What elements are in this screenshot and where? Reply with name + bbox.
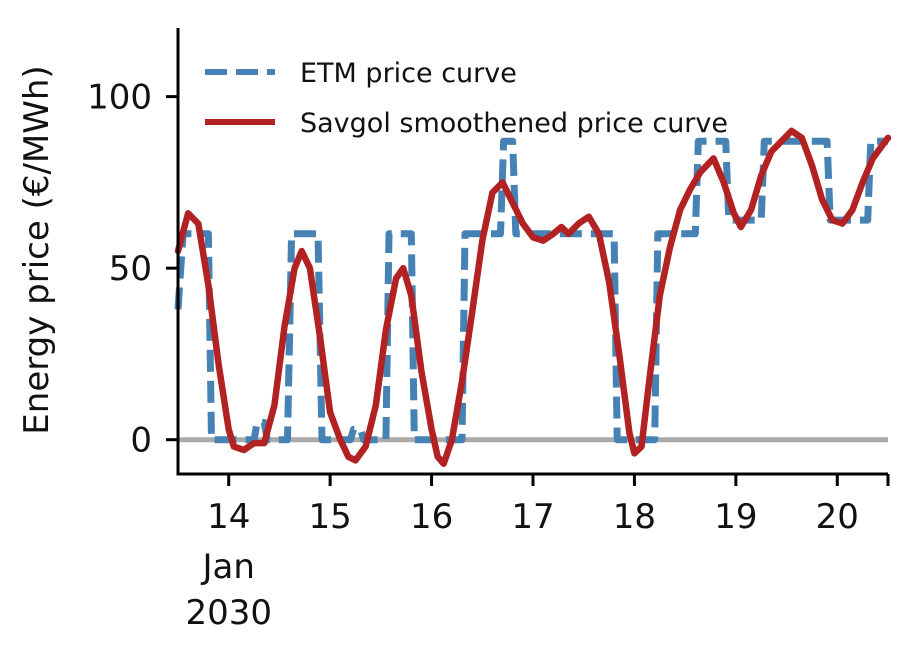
series-layer	[174, 127, 892, 467]
x-tick-label: 20	[816, 497, 859, 537]
legend: ETM price curve Savgol smoothened price …	[205, 58, 728, 139]
y-tick-label: 0	[130, 421, 152, 461]
series-line-etm	[174, 137, 888, 444]
axes-layer: 0 50 100 14 15 16 17 18 19 20 Jan 2030	[87, 28, 890, 633]
legend-label-etm: ETM price curve	[300, 58, 517, 89]
legend-label-savgol: Savgol smoothened price curve	[300, 108, 728, 139]
x-tick-month-label: Jan	[201, 547, 255, 587]
x-tick-label: 14	[207, 497, 250, 537]
x-tick-label: 19	[714, 497, 757, 537]
x-tick-year-label: 2030	[185, 593, 272, 633]
y-axis-title: Energy price (€/MWh)	[17, 65, 57, 434]
y-tick-label: 50	[109, 249, 152, 289]
y-tick-label: 100	[87, 78, 152, 118]
x-tick-label: 16	[410, 497, 453, 537]
x-tick-label: 18	[613, 497, 656, 537]
series-line-savgol	[174, 127, 892, 467]
x-tick-label: 17	[511, 497, 554, 537]
x-tick-label: 15	[309, 497, 352, 537]
